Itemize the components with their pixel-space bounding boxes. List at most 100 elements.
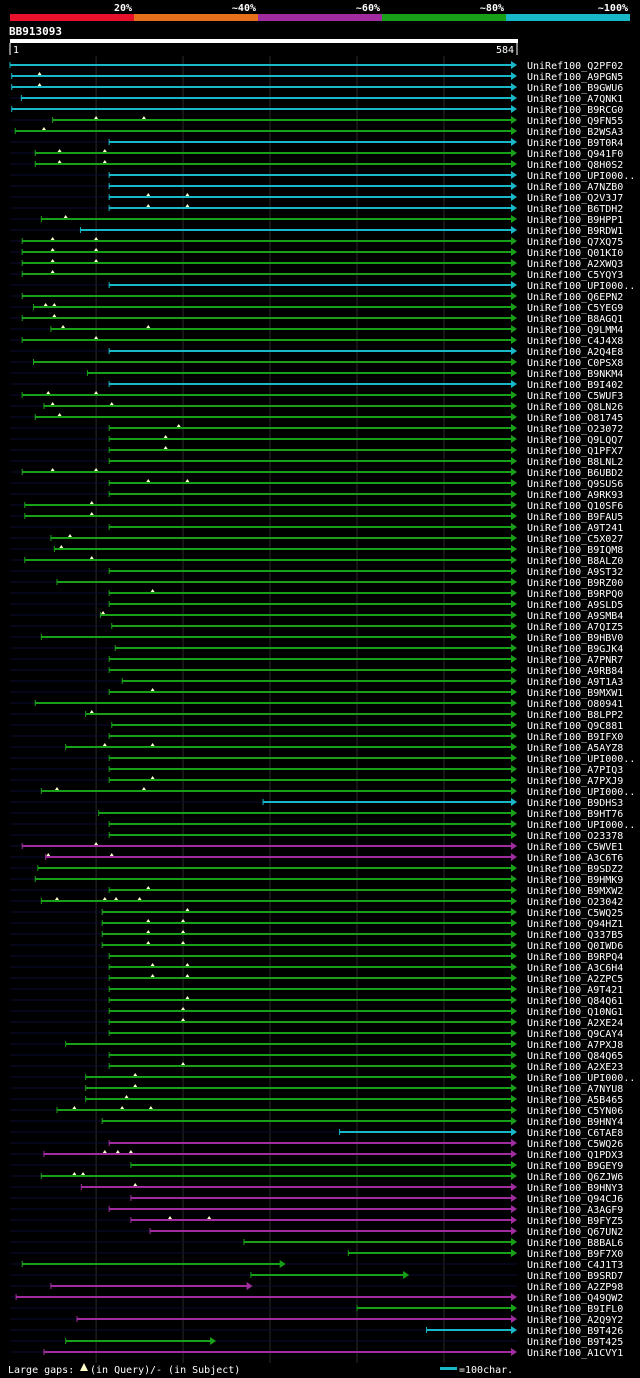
- hit-arrow-icon: [511, 1348, 517, 1356]
- hit-arrow-icon: [511, 149, 517, 157]
- hit-label: UniRef100_Q84Q61: [527, 996, 623, 1007]
- gap-marker-icon: [109, 402, 114, 405]
- gap-marker-icon: [163, 435, 168, 438]
- hit-label: UniRef100_Q6ZJW6: [527, 1172, 623, 1183]
- hit-arrow-icon: [511, 743, 517, 751]
- gap-marker-icon: [54, 897, 59, 900]
- hit-row: UniRef100_Q0IWD6: [10, 941, 623, 952]
- hit-row: UniRef100_A2XE24: [10, 1018, 623, 1029]
- gap-marker-icon: [133, 1084, 138, 1087]
- hit-arrow-icon: [511, 1315, 517, 1323]
- legend-label: ~60%: [356, 3, 380, 14]
- gap-marker-icon: [137, 897, 142, 900]
- hit-row: UniRef100_UPI000..: [10, 787, 635, 798]
- hit-label: UniRef100_B9RDW1: [527, 226, 623, 237]
- legend-segment: [10, 14, 134, 21]
- hit-row: UniRef100_C5YN06: [10, 1106, 623, 1117]
- hit-row: UniRef100_B9T426: [10, 1326, 623, 1337]
- gap-marker-icon: [141, 787, 146, 790]
- hit-label: UniRef100_Q67UN2: [527, 1227, 623, 1238]
- hit-label: UniRef100_B9I402: [527, 380, 623, 391]
- gap-marker-icon: [89, 512, 94, 515]
- hit-label: UniRef100_A5AYZ8: [527, 743, 623, 754]
- hit-row: UniRef100_A9T421: [10, 985, 623, 996]
- gap-marker-icon: [102, 1150, 107, 1153]
- hit-arrow-icon: [511, 622, 517, 630]
- hit-label: UniRef100_Q94HZ1: [527, 919, 623, 930]
- hit-row: UniRef100_B9F7X0: [10, 1249, 623, 1260]
- hit-arrow-icon: [511, 941, 517, 949]
- hit-arrow-icon: [511, 721, 517, 729]
- identity-legend: 20% ~40% ~60% ~80% ~100%: [10, 3, 630, 21]
- hit-label: UniRef100_B9SDZ2: [527, 864, 623, 875]
- hit-label: UniRef100_A7NYU8: [527, 1084, 623, 1095]
- hit-row: UniRef100_C5X027: [10, 534, 623, 545]
- gap-marker-icon: [41, 127, 46, 130]
- hit-arrow-icon: [511, 567, 517, 575]
- gap-marker-icon: [181, 1018, 186, 1021]
- hit-arrow-icon: [511, 204, 517, 212]
- hit-label: UniRef100_A9PGN5: [527, 72, 623, 83]
- hit-row: UniRef100_A3C6T6: [10, 853, 623, 864]
- hit-arrow-icon: [511, 688, 517, 696]
- gap-marker-icon: [94, 842, 99, 845]
- hit-label: UniRef100_A2ZPC5: [527, 974, 623, 985]
- hit-arrow-icon: [511, 1128, 517, 1136]
- hit-label: UniRef100_B9HNY4: [527, 1117, 623, 1128]
- hit-arrow-icon: [511, 1304, 517, 1312]
- gap-marker-icon: [146, 886, 151, 889]
- hit-label: UniRef100_Q337B5: [527, 930, 623, 941]
- hit-arrow-icon: [511, 127, 517, 135]
- hit-row: UniRef100_B9FYZ5: [10, 1216, 623, 1227]
- hit-arrow-icon: [511, 1194, 517, 1202]
- hit-arrow-icon: [511, 523, 517, 531]
- gap-marker-icon: [181, 919, 186, 922]
- hit-row: UniRef100_B9GEY9: [10, 1161, 623, 1172]
- hit-label: UniRef100_UPI000..: [527, 171, 635, 182]
- hit-label: UniRef100_A7QIZ5: [527, 622, 623, 633]
- hit-arrow-icon: [511, 809, 517, 817]
- hit-arrow-icon: [511, 171, 517, 179]
- hit-row: UniRef100_B9MXW2: [10, 886, 623, 897]
- scale-bar: [440, 1367, 457, 1370]
- gap-marker-icon: [50, 259, 55, 262]
- hit-arrow-icon: [511, 1062, 517, 1070]
- hit-arrow-icon: [511, 633, 517, 641]
- hit-label: UniRef100_Q49QW2: [527, 1293, 623, 1304]
- hit-row: UniRef100_O23378: [10, 831, 623, 842]
- gap-marker-icon: [46, 853, 51, 856]
- hit-label: UniRef100_B9HMK9: [527, 875, 623, 886]
- hit-row: UniRef100_B9IFX0: [10, 732, 623, 743]
- hit-label: UniRef100_Q6EPN2: [527, 292, 623, 303]
- hit-arrow-icon: [511, 1161, 517, 1169]
- hit-arrow-icon: [511, 842, 517, 850]
- hit-label: UniRef100_Q94CJ6: [527, 1194, 623, 1205]
- hit-label: UniRef100_B9GWU6: [527, 83, 623, 94]
- hit-row: UniRef100_C5WQ26: [10, 1139, 623, 1150]
- hit-label: UniRef100_Q2V3J7: [527, 193, 623, 204]
- gap-marker-icon: [150, 974, 155, 977]
- hit-arrow-icon: [511, 138, 517, 146]
- gap-marker-icon: [94, 468, 99, 471]
- hit-arrow-icon: [511, 897, 517, 905]
- gap-marker-icon: [72, 1172, 77, 1175]
- hit-label: UniRef100_A2Q4E8: [527, 347, 623, 358]
- hit-arrow-icon: [511, 501, 517, 509]
- legend-label: ~100%: [598, 3, 628, 14]
- hit-row: UniRef100_B9I402: [10, 380, 623, 391]
- hit-arrow-icon: [511, 754, 517, 762]
- hit-arrow-icon: [511, 908, 517, 916]
- hit-arrow-icon: [210, 1337, 217, 1345]
- hit-label: UniRef100_B9T0R4: [527, 138, 623, 149]
- hit-row: UniRef100_A2Q4E8: [10, 347, 623, 358]
- gap-marker-icon: [146, 479, 151, 482]
- hit-label: UniRef100_Q10SF6: [527, 501, 623, 512]
- hit-row: UniRef100_A2Q9Y2: [10, 1315, 623, 1326]
- hit-label: UniRef100_A3C6H4: [527, 963, 623, 974]
- hit-label: UniRef100_UPI000..: [527, 787, 635, 798]
- hit-row: UniRef100_B9HNY4: [10, 1117, 623, 1128]
- hit-row: UniRef100_Q10SF6: [10, 501, 623, 512]
- hit-row: UniRef100_B9HBV0: [10, 633, 623, 644]
- hit-label: UniRef100_Q941F0: [527, 149, 623, 160]
